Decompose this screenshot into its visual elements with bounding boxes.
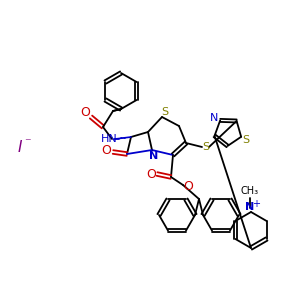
Text: +: +: [252, 199, 260, 209]
Text: CH₃: CH₃: [241, 186, 259, 196]
Text: S: S: [243, 135, 250, 145]
Text: S: S: [202, 142, 210, 152]
Text: N: N: [210, 113, 218, 123]
Text: O: O: [101, 145, 111, 158]
Text: I: I: [18, 140, 22, 155]
Text: O: O: [80, 106, 90, 119]
Text: O: O: [183, 181, 193, 194]
Text: O: O: [146, 167, 156, 181]
Text: ⁻: ⁻: [24, 136, 30, 149]
Text: S: S: [161, 107, 169, 117]
Text: N: N: [245, 202, 255, 212]
Text: HN: HN: [100, 134, 117, 144]
Text: N: N: [149, 151, 159, 161]
